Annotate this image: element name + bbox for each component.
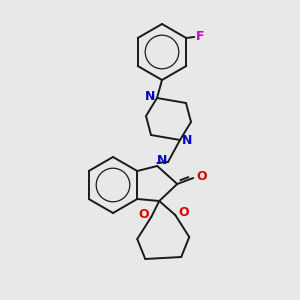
Text: N: N [157, 154, 167, 167]
Text: O: O [178, 206, 189, 220]
Text: N: N [145, 91, 155, 103]
Text: O: O [138, 208, 148, 221]
Text: F: F [196, 29, 205, 43]
Text: N: N [182, 134, 192, 148]
Text: O: O [196, 170, 207, 184]
